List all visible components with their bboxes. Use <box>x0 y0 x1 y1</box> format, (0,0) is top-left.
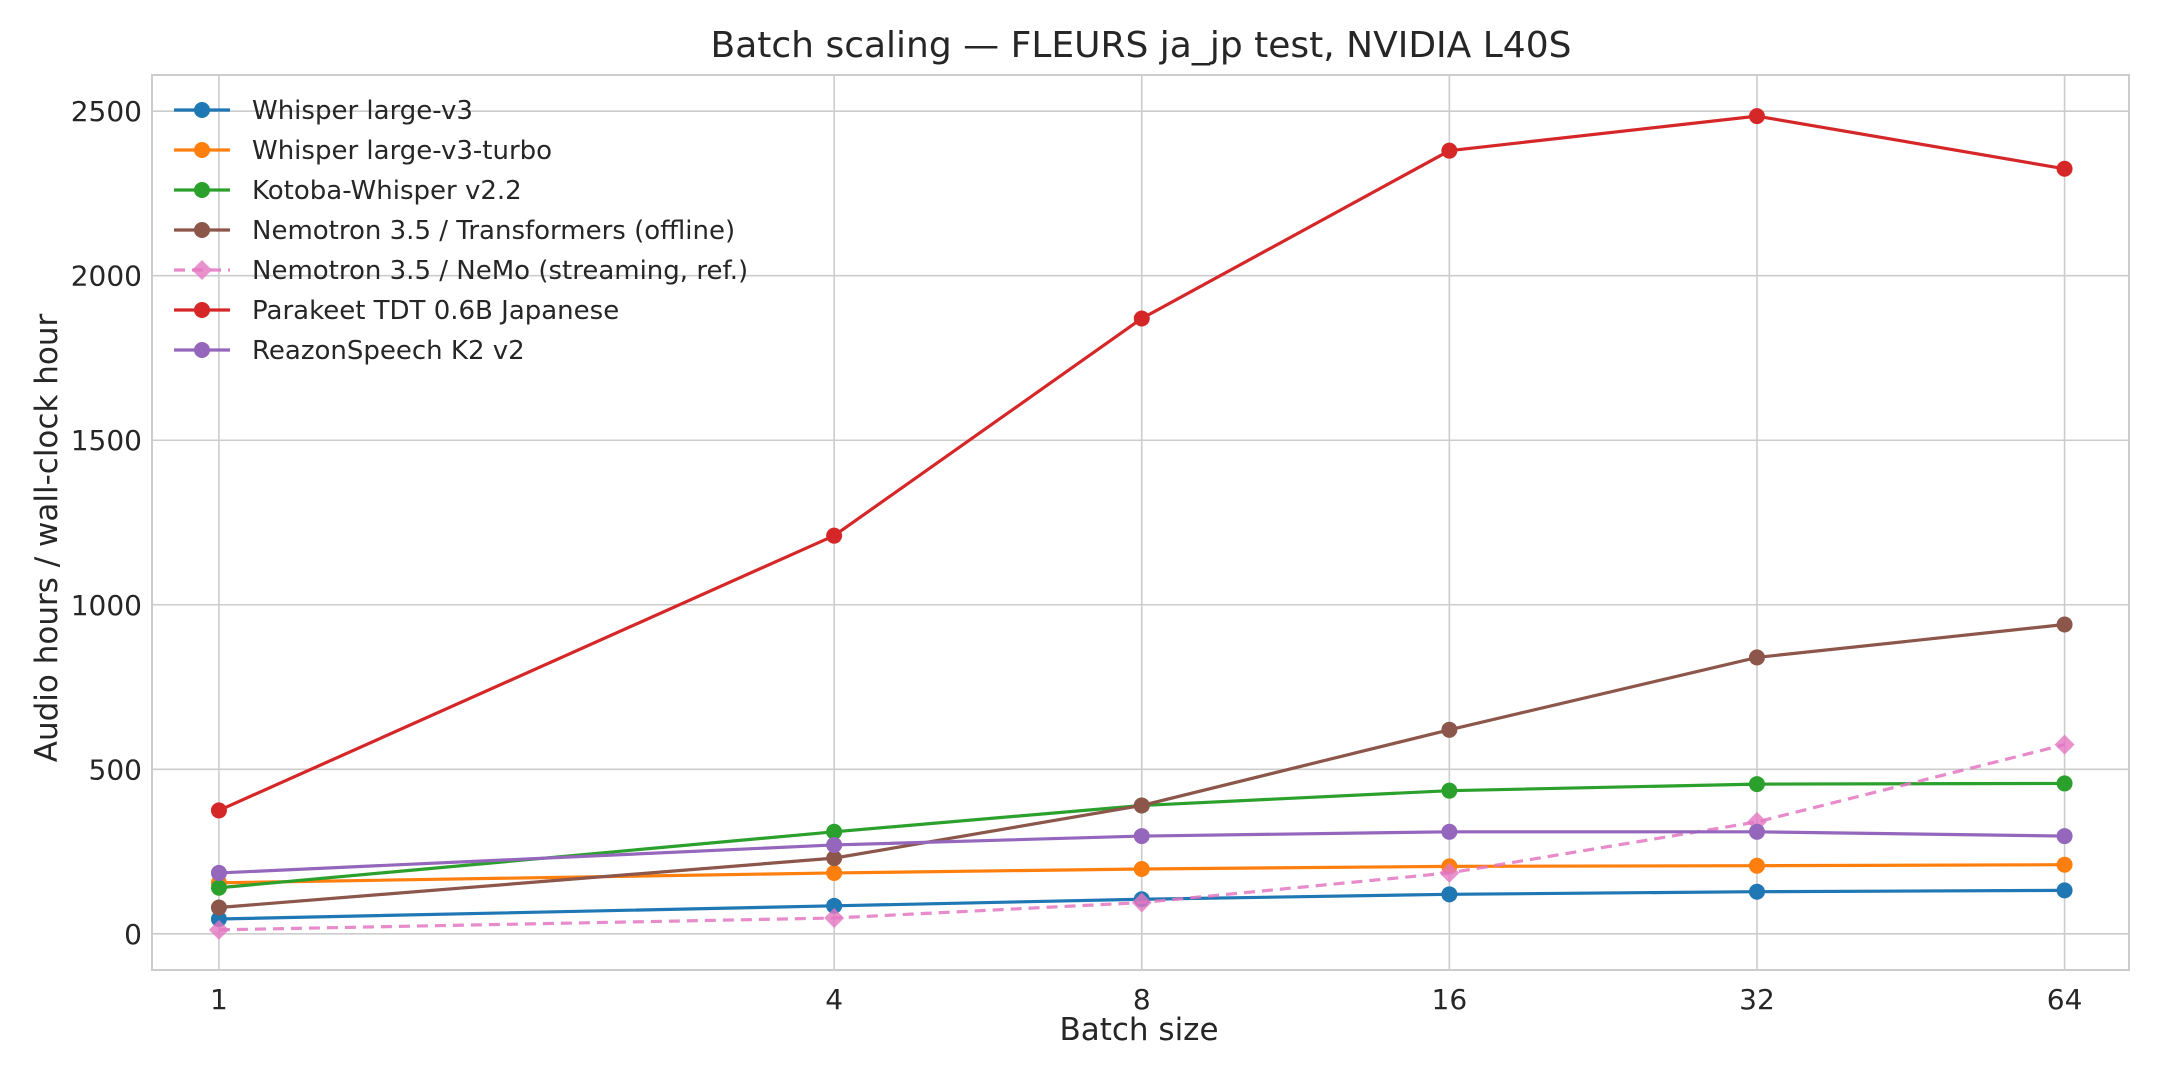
data-point <box>1133 860 1150 877</box>
data-point <box>824 908 845 929</box>
data-point <box>2056 160 2073 177</box>
data-point <box>1441 823 1458 840</box>
series-line <box>218 622 2065 910</box>
legend-marker <box>194 302 210 318</box>
y-axis-label: Audio hours / wall-clock hour <box>29 313 65 762</box>
y-tick-label: 1000 <box>71 589 142 622</box>
legend-item: Kotoba-Whisper v2.2 <box>174 176 522 206</box>
y-tick-label: 1500 <box>71 424 142 457</box>
y-tick-label: 2500 <box>71 95 142 128</box>
data-point <box>1748 776 1765 793</box>
legend-marker <box>194 142 210 158</box>
series-line <box>218 114 2065 812</box>
legend-marker <box>194 102 210 118</box>
y-tick-label: 500 <box>89 753 142 786</box>
data-point <box>1748 649 1765 666</box>
legend-label: Nemotron 3.5 / Transformers (offline) <box>252 216 735 246</box>
data-point <box>208 919 229 940</box>
legend-label: ReazonSpeech K2 v2 <box>252 336 525 366</box>
data-point <box>2056 828 2073 845</box>
legend-label: Nemotron 3.5 / NeMo (streaming, ref.) <box>252 256 748 286</box>
x-axis-label: Batch size <box>1059 1012 1218 1048</box>
legend-label: Whisper large-v3-turbo <box>252 136 552 166</box>
legend-label: Kotoba-Whisper v2.2 <box>252 176 522 206</box>
data-point <box>210 864 227 881</box>
series-line <box>218 888 2065 921</box>
data-point <box>1133 797 1150 814</box>
series-4 <box>210 616 2073 916</box>
series-line <box>218 743 2065 932</box>
data-point <box>826 823 843 840</box>
data-point <box>210 899 227 916</box>
x-tick-label: 16 <box>1432 983 1468 1016</box>
x-tick-label: 4 <box>825 983 843 1016</box>
legend-item: Whisper large-v3 <box>174 96 473 126</box>
series-line <box>218 863 2065 885</box>
series-layer <box>208 108 2075 940</box>
data-point <box>826 864 843 881</box>
data-point <box>1748 857 1765 874</box>
data-point <box>826 527 843 544</box>
grid <box>152 75 2129 970</box>
data-point <box>1441 142 1458 159</box>
x-tick-label: 8 <box>1133 983 1151 1016</box>
series-6 <box>210 108 2073 819</box>
legend: Whisper large-v3 Whisper large-v3-turbo Ko… <box>174 96 748 366</box>
legend-marker <box>194 342 210 358</box>
data-point <box>1133 310 1150 327</box>
series-5 <box>208 734 2075 940</box>
data-point <box>2056 775 2073 792</box>
tick-labels: 1 4 8 16 32 64 0 500 1000 1500 2000 2500 <box>71 95 2083 1016</box>
data-point <box>1748 108 1765 125</box>
series-1 <box>210 882 2073 927</box>
data-point <box>826 836 843 853</box>
series-7 <box>210 823 2073 881</box>
data-point <box>1748 883 1765 900</box>
plot-frame <box>151 74 2130 971</box>
data-point <box>2056 616 2073 633</box>
data-point <box>2056 882 2073 899</box>
x-tick-label: 64 <box>2047 983 2083 1016</box>
data-point <box>1441 782 1458 799</box>
y-tick-label: 2000 <box>71 260 142 293</box>
data-point <box>826 897 843 914</box>
data-point <box>210 879 227 896</box>
legend-item: Whisper large-v3-turbo <box>174 136 552 166</box>
data-point <box>2056 856 2073 873</box>
data-point <box>2054 734 2075 755</box>
data-point <box>1133 828 1150 845</box>
data-point <box>1441 886 1458 903</box>
data-point <box>1748 823 1765 840</box>
legend-item: Parakeet TDT 0.6B Japanese <box>174 296 619 326</box>
legend-item: ReazonSpeech K2 v2 <box>174 336 525 366</box>
data-point <box>1131 892 1152 913</box>
x-tick-label: 32 <box>1739 983 1775 1016</box>
x-tick-label: 1 <box>210 983 228 1016</box>
data-point <box>1439 862 1460 883</box>
legend-marker <box>194 182 210 198</box>
chart-title: Batch scaling — FLEURS ja_jp test, NVIDI… <box>711 25 1572 66</box>
series-line <box>218 781 2065 890</box>
data-point <box>826 850 843 867</box>
data-point <box>1441 721 1458 738</box>
legend-marker <box>194 222 210 238</box>
series-line <box>218 830 2065 875</box>
legend-item: Nemotron 3.5 / NeMo (streaming, ref.) <box>174 256 748 286</box>
data-point <box>210 910 227 927</box>
legend-marker <box>192 260 212 280</box>
legend-item: Nemotron 3.5 / Transformers (offline) <box>174 216 735 246</box>
legend-label: Parakeet TDT 0.6B Japanese <box>252 296 619 326</box>
legend-label: Whisper large-v3 <box>252 96 473 126</box>
data-point <box>210 802 227 819</box>
y-tick-label: 0 <box>124 918 142 951</box>
